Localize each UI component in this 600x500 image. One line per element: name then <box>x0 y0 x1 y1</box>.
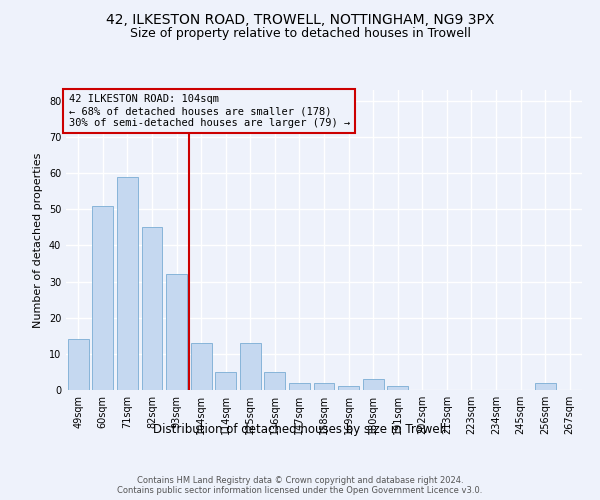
Bar <box>338 386 359 390</box>
Bar <box>289 383 310 390</box>
Bar <box>314 383 334 390</box>
Text: Contains HM Land Registry data © Crown copyright and database right 2024.
Contai: Contains HM Land Registry data © Crown c… <box>118 476 482 495</box>
Bar <box>362 379 383 390</box>
Text: 42, ILKESTON ROAD, TROWELL, NOTTINGHAM, NG9 3PX: 42, ILKESTON ROAD, TROWELL, NOTTINGHAM, … <box>106 12 494 26</box>
Bar <box>142 228 163 390</box>
Text: 42 ILKESTON ROAD: 104sqm
← 68% of detached houses are smaller (178)
30% of semi-: 42 ILKESTON ROAD: 104sqm ← 68% of detach… <box>68 94 350 128</box>
Bar <box>387 386 408 390</box>
Y-axis label: Number of detached properties: Number of detached properties <box>33 152 43 328</box>
Text: Distribution of detached houses by size in Trowell: Distribution of detached houses by size … <box>154 422 446 436</box>
Bar <box>215 372 236 390</box>
Bar <box>535 383 556 390</box>
Bar <box>240 343 261 390</box>
Bar <box>117 176 138 390</box>
Text: Size of property relative to detached houses in Trowell: Size of property relative to detached ho… <box>130 28 470 40</box>
Bar <box>166 274 187 390</box>
Bar <box>191 343 212 390</box>
Bar <box>265 372 286 390</box>
Bar <box>68 340 89 390</box>
Bar <box>92 206 113 390</box>
